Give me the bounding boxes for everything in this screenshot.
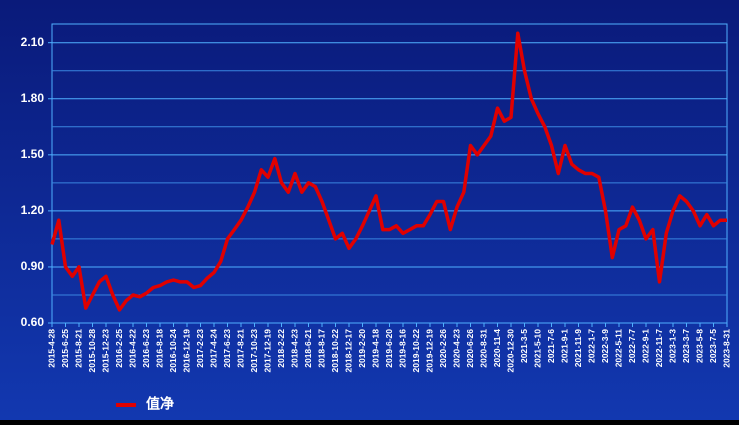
x-tick-label: 2019-10-22 xyxy=(411,329,421,373)
x-tick-label: 2016-6-23 xyxy=(141,329,151,368)
x-tick-label: 2017-4-24 xyxy=(208,329,218,368)
y-tick-label: 1.50 xyxy=(21,147,45,161)
x-tick-label: 2019-12-19 xyxy=(424,329,434,373)
x-tick-label: 2020-11-4 xyxy=(492,329,502,368)
x-tick-label: 2018-6-21 xyxy=(303,329,313,368)
x-tick-label: 2020-12-30 xyxy=(505,329,515,373)
x-tick-label: 2020-8-31 xyxy=(478,329,488,368)
x-tick-label: 2023-8-31 xyxy=(721,329,731,368)
x-tick-label: 2021-11-9 xyxy=(573,329,583,368)
x-tick-label: 2018-2-22 xyxy=(276,329,286,368)
x-tick-label: 2019-6-20 xyxy=(384,329,394,368)
y-tick-label: 1.80 xyxy=(21,91,45,105)
x-tick-label: 2017-12-19 xyxy=(262,329,272,373)
x-tick-label: 2016-12-19 xyxy=(181,329,191,373)
x-tick-label: 2019-8-16 xyxy=(397,329,407,368)
x-tick-label: 2018-10-22 xyxy=(330,329,340,373)
x-tick-label: 2022-7-7 xyxy=(627,329,637,363)
x-tick-label: 2022-3-9 xyxy=(600,329,610,363)
x-tick-label: 2016-8-18 xyxy=(154,329,164,368)
x-tick-label: 2022-9-1 xyxy=(640,329,650,363)
x-tick-label: 2015-12-23 xyxy=(100,329,110,373)
x-tick-label: 2015-6-25 xyxy=(60,329,70,368)
y-tick-label: 2.10 xyxy=(21,35,45,49)
x-tick-label: 2020-6-26 xyxy=(465,329,475,368)
x-tick-label: 2015-8-21 xyxy=(73,329,83,368)
x-tick-label: 2015-10-28 xyxy=(87,329,97,373)
x-tick-label: 2017-6-23 xyxy=(222,329,232,368)
y-tick-label: 0.60 xyxy=(21,315,45,329)
x-tick-label: 2021-9-1 xyxy=(559,329,569,363)
x-tick-label: 2020-2-26 xyxy=(438,329,448,368)
x-tick-label: 2017-2-23 xyxy=(195,329,205,368)
x-tick-label: 2021-5-10 xyxy=(532,329,542,368)
x-tick-label: 2021-7-6 xyxy=(546,329,556,363)
series-line xyxy=(50,31,727,312)
x-tick-label: 2019-2-20 xyxy=(357,329,367,368)
x-tick-label: 2021-3-5 xyxy=(519,329,529,363)
x-tick-label: 2016-2-25 xyxy=(114,329,124,368)
y-tick-label: 0.90 xyxy=(21,259,45,273)
x-tick-label: 2017-10-23 xyxy=(249,329,259,373)
x-tick-label: 2020-4-23 xyxy=(451,329,461,368)
legend-label: 值净 xyxy=(146,396,174,412)
y-tick-label: 1.20 xyxy=(21,203,45,217)
x-tick-label: 2022-1-7 xyxy=(586,329,596,363)
x-tick-label: 2022-11-7 xyxy=(654,329,664,368)
x-tick-label: 2016-4-22 xyxy=(127,329,137,368)
x-tick-label: 2023-7-5 xyxy=(708,329,718,363)
x-tick-label: 2016-10-24 xyxy=(168,329,178,373)
legend: 值净 xyxy=(116,396,174,412)
x-tick-label: 2023-5-8 xyxy=(694,329,704,363)
x-tick-label: 2023-1-3 xyxy=(667,329,677,363)
x-tick-label: 2018-12-17 xyxy=(343,329,353,373)
x-tick-label: 2022-5-11 xyxy=(613,329,623,368)
x-tick-label: 2015-4-28 xyxy=(46,329,56,368)
x-tick-label: 2017-8-21 xyxy=(235,329,245,368)
x-tick-label: 2019-4-18 xyxy=(370,329,380,368)
x-tick-label: 2023-3-7 xyxy=(681,329,691,363)
x-tick-label: 2018-8-17 xyxy=(316,329,326,368)
x-tick-label: 2018-4-23 xyxy=(289,329,299,368)
